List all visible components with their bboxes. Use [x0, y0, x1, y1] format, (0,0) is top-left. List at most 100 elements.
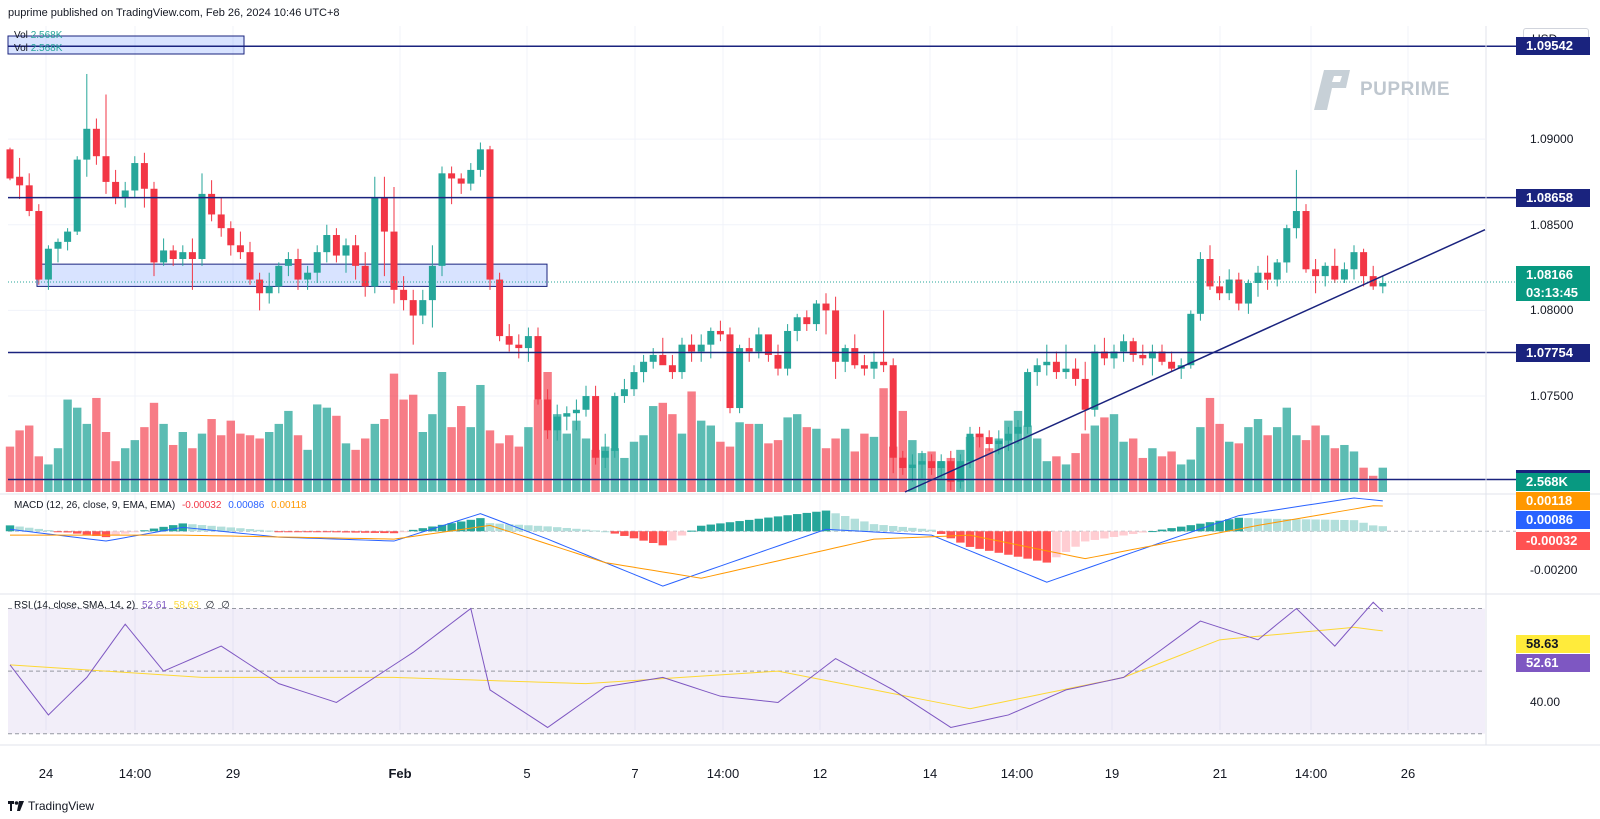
candle-body — [332, 235, 340, 256]
macd-hist-tag: -0.00032 — [1516, 532, 1590, 550]
macd-histogram-bar — [1138, 531, 1147, 533]
macd-legend[interactable]: MACD (12, 26, close, 9, EMA, EMA) -0.000… — [14, 500, 311, 511]
macd-histogram-bar — [956, 531, 965, 543]
volume-bar — [1225, 441, 1234, 492]
candle-body — [6, 149, 14, 179]
volume-bar — [1282, 407, 1291, 492]
ascending-trendline[interactable] — [904, 229, 1486, 493]
candle-body — [966, 433, 974, 462]
candle-body — [1139, 354, 1147, 359]
macd-histogram-bar — [553, 527, 562, 532]
candle-body — [169, 250, 177, 259]
candle-body — [208, 193, 216, 215]
volume-bar — [975, 433, 984, 492]
volume-bar — [1042, 461, 1051, 492]
candle-body — [928, 461, 936, 469]
macd-histogram-bar — [687, 530, 696, 532]
volume-bar — [1330, 448, 1339, 492]
candle-body — [1369, 276, 1377, 287]
tradingview-footer[interactable]: TradingView — [8, 799, 94, 813]
candle-body — [102, 156, 110, 182]
macd-histogram-bar — [831, 513, 840, 532]
candle-body — [380, 197, 388, 232]
macd-histogram-bar — [101, 531, 111, 538]
candle-body — [1072, 368, 1080, 379]
horizontal-levels[interactable] — [8, 45, 1516, 481]
pane-separators[interactable] — [0, 26, 1600, 746]
macd-histogram-bar — [255, 529, 264, 532]
volume-bar — [1244, 427, 1253, 492]
volume-bar — [620, 457, 629, 492]
macd-histogram-bar — [313, 531, 322, 533]
candle-body — [313, 252, 321, 273]
volume-pane — [5, 372, 1387, 492]
support-zone[interactable] — [7, 35, 548, 287]
candle-body — [880, 361, 888, 366]
candle-body — [1043, 361, 1051, 366]
rsi-tick-label: 40.00 — [1530, 695, 1561, 710]
macd-histogram-bar — [591, 530, 600, 532]
candle-body — [54, 241, 62, 249]
macd-histogram-bar — [917, 528, 927, 532]
volume-legend-label: Vol — [14, 43, 28, 54]
volume-bar — [25, 425, 34, 492]
macd-histogram-bar — [946, 531, 955, 539]
volume-bar — [783, 417, 792, 492]
candle-body — [803, 317, 811, 325]
volume-bar — [1100, 417, 1109, 492]
candle-body — [198, 193, 206, 259]
volume-bar — [1129, 438, 1138, 492]
candle-body — [784, 330, 792, 369]
macd-line-tag: 0.00086 — [1516, 511, 1590, 529]
volume-legend-value: 2.568K — [30, 30, 63, 41]
macd-histogram-bar — [409, 529, 418, 532]
macd-histogram-bar — [447, 523, 456, 532]
macd-histogram-bar — [197, 525, 207, 532]
volume-bar — [178, 432, 187, 492]
puprime-logo-text: PUPRIME — [1360, 79, 1451, 100]
candle-body — [534, 336, 542, 400]
candle-body — [73, 159, 81, 232]
candle-body — [1292, 211, 1300, 229]
macd-histogram-bar — [236, 528, 245, 532]
volume-tag: 2.568K — [1516, 473, 1590, 491]
trendline[interactable] — [904, 229, 1486, 493]
candle-body — [1225, 279, 1233, 294]
price-tick-label: 1.08500 — [1530, 217, 1574, 232]
volume-bar — [380, 419, 389, 492]
rsi-line — [9, 601, 1384, 729]
volume-bar — [572, 420, 581, 492]
macd-histogram-bar — [1033, 531, 1042, 561]
macd-histogram-bar — [697, 525, 706, 532]
tradingview-logo-icon — [8, 801, 24, 811]
macd-histogram-bar — [130, 531, 139, 533]
candle-body — [1206, 259, 1214, 287]
candle-body — [438, 173, 446, 266]
candle-body — [995, 440, 1003, 445]
volume-bar — [495, 443, 504, 492]
volume-bar — [140, 427, 149, 492]
macd-histogram-bar — [437, 524, 447, 532]
volume-bar — [274, 423, 283, 492]
volume-bar — [754, 423, 763, 492]
candle-body — [284, 259, 292, 266]
macd-histogram-bar — [793, 514, 802, 532]
macd-histogram-bar — [1215, 520, 1224, 532]
volume-bar — [716, 441, 725, 492]
rsi-legend[interactable]: RSI (14, close, SMA, 14, 2) 52.61 58.63 … — [14, 600, 234, 611]
support-zone-rect[interactable] — [36, 263, 548, 287]
volume-bar — [581, 438, 591, 492]
volume-bar — [73, 407, 82, 492]
candle-body — [217, 214, 225, 229]
volume-bar — [1119, 441, 1128, 492]
macd-histogram-bar — [485, 523, 495, 532]
macd-histogram-bar — [332, 531, 341, 533]
macd-histogram-bar — [1369, 525, 1378, 532]
volume-bar — [53, 448, 63, 492]
volume-bar — [812, 428, 821, 492]
candle-body — [83, 128, 91, 160]
volume-bar — [985, 448, 994, 492]
volume-bar — [1081, 433, 1090, 492]
volume-bar — [745, 423, 754, 492]
